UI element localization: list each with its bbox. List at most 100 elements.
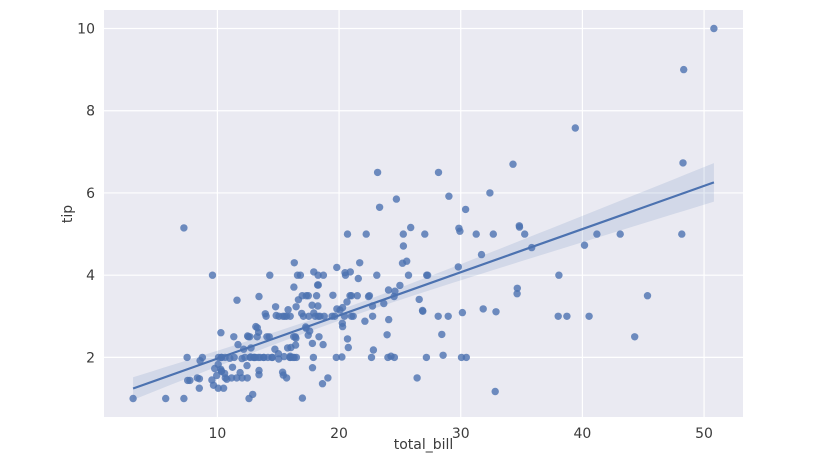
data-point <box>477 250 486 259</box>
data-point <box>271 345 279 353</box>
data-point <box>383 331 391 339</box>
data-point <box>309 353 318 362</box>
data-point <box>367 353 376 362</box>
data-point <box>290 283 298 291</box>
data-point <box>528 243 536 252</box>
data-point <box>290 333 298 341</box>
data-point <box>643 292 652 300</box>
data-point <box>314 302 322 310</box>
data-point <box>298 394 307 402</box>
data-point <box>338 319 346 327</box>
data-point <box>284 306 292 314</box>
data-point <box>457 353 466 362</box>
data-point <box>266 271 274 279</box>
data-point <box>369 346 378 354</box>
data-point <box>479 305 487 313</box>
data-point <box>247 344 255 352</box>
data-point <box>304 292 312 300</box>
data-point <box>434 168 443 177</box>
y-tick-label: 10 <box>77 22 95 38</box>
data-point <box>308 301 316 309</box>
data-point <box>680 65 688 74</box>
data-point <box>492 308 500 316</box>
data-point <box>455 224 463 232</box>
data-point <box>384 286 393 294</box>
data-point <box>631 333 639 341</box>
data-point <box>445 192 453 200</box>
data-point <box>214 353 223 362</box>
data-point <box>319 340 327 349</box>
data-point <box>491 387 499 396</box>
data-point <box>302 323 310 331</box>
data-point <box>593 230 601 238</box>
x-tick-label: 30 <box>452 426 470 442</box>
data-point <box>434 312 442 320</box>
data-point <box>399 242 408 250</box>
data-point <box>361 317 369 325</box>
y-axis-label: tip <box>60 204 76 224</box>
data-point <box>180 394 188 403</box>
data-point <box>521 230 529 238</box>
data-point <box>421 230 429 238</box>
data-point <box>193 374 201 382</box>
data-point <box>243 374 251 382</box>
data-point <box>418 306 427 315</box>
regression-line <box>132 181 715 390</box>
data-point <box>362 230 370 238</box>
data-point <box>282 374 291 382</box>
y-tick-label: 6 <box>86 186 95 202</box>
data-point <box>236 368 244 377</box>
data-point <box>183 353 191 362</box>
data-point <box>344 343 352 352</box>
data-point <box>271 303 280 311</box>
data-point <box>461 205 470 214</box>
data-point <box>262 312 270 320</box>
data-point <box>554 312 562 320</box>
data-point <box>438 330 446 339</box>
data-point <box>313 281 322 289</box>
data-point <box>312 292 321 300</box>
data-point <box>415 295 423 304</box>
data-point <box>404 271 413 279</box>
data-point <box>223 375 231 383</box>
data-point <box>373 271 381 279</box>
data-point <box>332 353 340 362</box>
data-point <box>513 290 521 298</box>
data-point <box>294 296 303 304</box>
data-point <box>341 271 350 279</box>
data-point <box>241 353 249 362</box>
data-point <box>580 241 589 249</box>
data-point <box>373 168 382 177</box>
data-point <box>343 230 352 238</box>
data-point <box>338 353 346 361</box>
data-point <box>255 371 263 379</box>
data-point <box>162 394 170 403</box>
data-point <box>245 394 253 403</box>
data-point <box>214 384 222 392</box>
data-point <box>347 312 356 320</box>
data-point <box>250 353 258 362</box>
data-point <box>472 230 480 238</box>
data-point <box>315 333 323 341</box>
data-point <box>186 376 194 385</box>
data-point <box>353 292 361 300</box>
data-point <box>255 292 263 301</box>
data-point <box>423 271 432 279</box>
y-tick-label: 4 <box>86 268 95 284</box>
data-point <box>385 315 393 324</box>
data-point <box>384 353 392 362</box>
data-point <box>320 312 328 320</box>
data-point <box>343 298 351 306</box>
data-point <box>398 259 407 267</box>
data-point <box>336 306 344 314</box>
data-point <box>375 203 384 211</box>
data-point <box>354 274 362 283</box>
x-tick-label: 50 <box>695 426 713 442</box>
data-point <box>585 312 593 320</box>
x-tick-label: 20 <box>330 426 348 442</box>
data-point <box>563 312 571 320</box>
data-point <box>340 312 349 320</box>
data-point <box>346 292 354 300</box>
data-point <box>268 353 276 362</box>
data-point <box>230 333 238 341</box>
